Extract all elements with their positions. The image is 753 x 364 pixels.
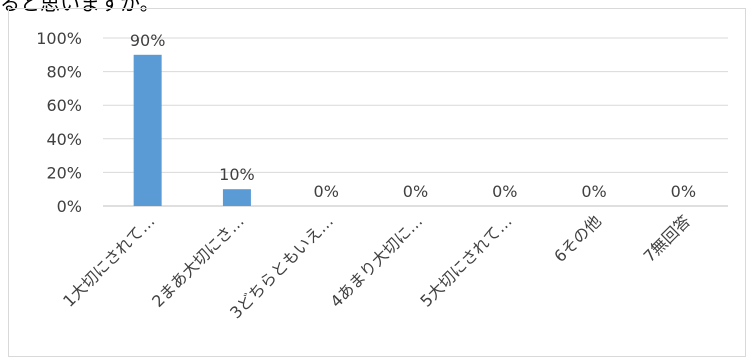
y-tick-label: 60% [46,96,82,115]
category-label: 1大切にされて… [59,211,158,310]
bar [133,54,162,206]
category-label: 5大切にされて… [416,211,515,310]
bars [133,54,251,206]
category-label: 6その他 [550,211,605,266]
y-tick-label: 100% [36,29,82,48]
y-tick-label: 20% [46,163,82,182]
chart-frame [8,8,746,357]
data-label: 0% [671,182,696,201]
category-labels: 1大切にされて…2まあ大切にさ…3どちらともいえ…4あまり大切に…5大切にされて… [59,211,694,322]
y-tick-label: 80% [46,63,82,82]
data-label: 0% [314,182,339,201]
y-tick-label: 40% [46,130,82,149]
category-label: 4あまり大切に… [326,211,426,311]
data-label: 0% [581,182,606,201]
y-axis-ticks: 0% 20% 40% 60% 80% 100% [36,29,82,216]
bar [222,189,251,206]
data-label: 90% [130,31,166,50]
category-label: 7無回答 [640,211,695,266]
data-label: 0% [492,182,517,201]
chart-title-fragment: ると思いますか。 [0,0,160,15]
data-labels: 90% 10% 0% 0% 0% 0% 0% [130,31,696,201]
category-label: 2まあ大切にさ… [148,211,248,311]
data-label: 0% [403,182,428,201]
data-label: 10% [219,165,255,184]
y-tick-label: 0% [57,197,82,216]
grid-lines [103,37,728,207]
